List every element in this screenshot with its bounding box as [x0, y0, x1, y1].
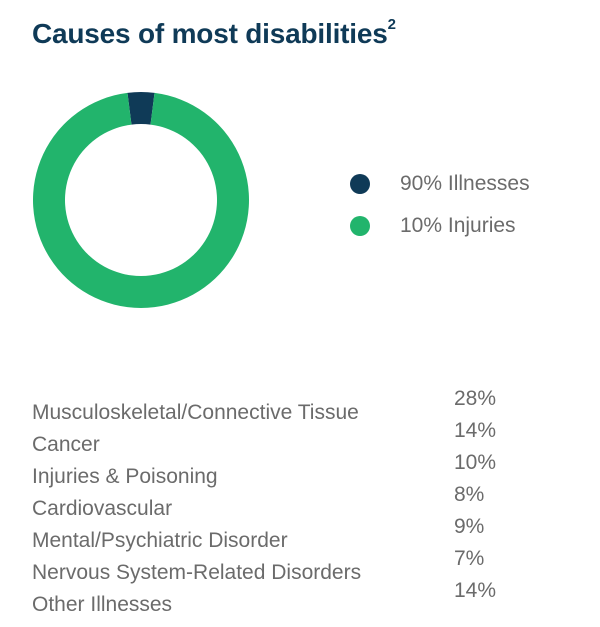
breakdown-label: Other Illnesses [32, 593, 173, 616]
breakdown-labels: Musculoskeletal/Connective Tissue Cancer… [32, 397, 361, 621]
legend-item-injuries: 10% Injuries [350, 205, 530, 247]
breakdown-label: Cardiovascular [32, 497, 173, 520]
donut-chart [32, 92, 249, 308]
chart-legend: 90% Illnesses 10% Injuries [350, 163, 530, 247]
breakdown-value: 14% [454, 579, 497, 602]
legend-label-illnesses: 90% Illnesses [400, 172, 530, 195]
legend-swatch-injuries [350, 216, 370, 236]
breakdown-label: Injuries & Poisoning [32, 465, 218, 488]
breakdown-value: 7% [454, 547, 485, 570]
breakdown-value: 28% [454, 387, 497, 410]
breakdown-label: Nervous System-Related Disorders [32, 561, 362, 584]
breakdown-values: 28% 14% 10% 8% 9% 7% 14% [454, 383, 496, 607]
breakdown-value: 14% [454, 419, 497, 442]
breakdown-label: Musculoskeletal/Connective Tissue [32, 401, 359, 424]
donut-slice-injuries [32, 92, 249, 308]
donut-slice-illnesses [127, 92, 155, 125]
breakdown-value: 8% [454, 483, 485, 506]
breakdown-value: 10% [454, 451, 497, 474]
chart-title: Causes of most disabilities2 [32, 15, 396, 50]
breakdown-label: Mental/Psychiatric Disorder [32, 529, 288, 552]
legend-label-injuries: 10% Injuries [400, 214, 516, 237]
footnote-marker: 2 [387, 15, 396, 33]
legend-swatch-illnesses [350, 174, 370, 194]
breakdown-value: 9% [454, 515, 485, 538]
chart-title-text: Causes of most disabilities [32, 18, 388, 49]
legend-item-illnesses: 90% Illnesses [350, 163, 530, 205]
breakdown-label: Cancer [32, 433, 100, 456]
